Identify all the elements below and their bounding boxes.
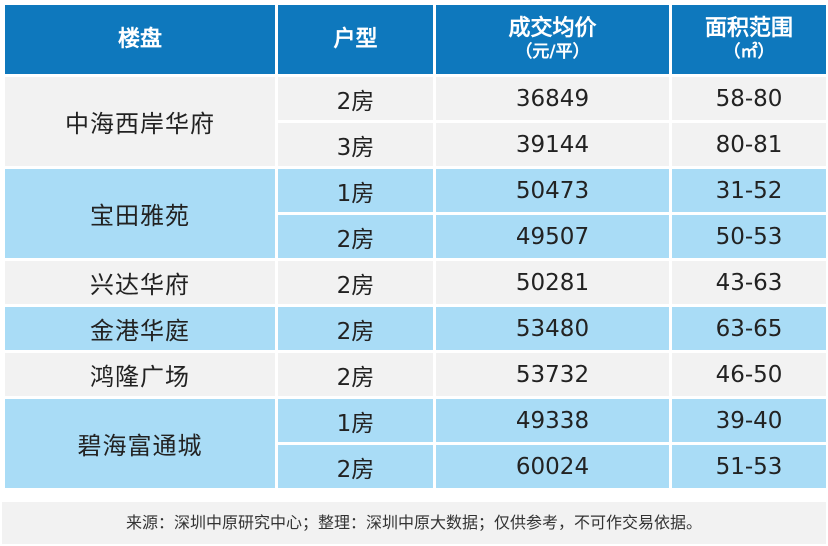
- avg-price: 49507: [436, 215, 669, 258]
- table-row: 碧海富通城 1房 49338 39-40: [5, 399, 826, 488]
- area-range: 39-40: [672, 399, 826, 442]
- property-name: 金港华庭: [5, 307, 275, 350]
- avg-price: 36849: [436, 77, 669, 120]
- unit-type: 2房: [278, 215, 433, 258]
- property-name: 兴达华府: [5, 261, 275, 304]
- table-row: 3房 39144 80-81: [5, 123, 826, 166]
- area-range: 80-81: [672, 123, 826, 166]
- source-note: 来源：深圳中原研究中心；整理：深圳中原大数据；仅供参考，不可作交易依据。: [2, 502, 826, 544]
- header-property-label: 楼盘: [117, 26, 162, 52]
- area-range: 51-53: [672, 445, 826, 488]
- property-name: 碧海富通城: [5, 399, 275, 488]
- header-avg-price-label: 成交均价: [508, 16, 597, 42]
- header-unit-type-label: 户型: [333, 26, 378, 52]
- area-range: 43-63: [672, 261, 826, 304]
- property-transaction-table: 楼盘 户型 成交均价 （元/平） 面积范围 （㎡） 中海西岸华府 2房 3684…: [2, 2, 828, 491]
- property-name: 宝田雅苑: [5, 169, 275, 258]
- table-row: 鸿隆广场 2房 53732 46-50: [5, 353, 826, 396]
- table-row: 2房 49507 50-53: [5, 215, 826, 258]
- header-property: 楼盘: [5, 5, 275, 74]
- header-avg-price-unit: （元/平）: [515, 42, 590, 63]
- header-avg-price: 成交均价 （元/平）: [436, 5, 669, 74]
- table-row: 金港华庭 2房 53480 63-65: [5, 307, 826, 350]
- table-row: 兴达华府 2房 50281 43-63: [5, 261, 826, 304]
- unit-type: 2房: [278, 353, 433, 396]
- header-unit-type: 户型: [278, 5, 433, 74]
- avg-price: 49338: [436, 399, 669, 442]
- avg-price: 53732: [436, 353, 669, 396]
- table-row: 宝田雅苑 1房 50473 31-52: [5, 169, 826, 258]
- avg-price: 50473: [436, 169, 669, 212]
- property-name: 鸿隆广场: [5, 353, 275, 396]
- avg-price: 50281: [436, 261, 669, 304]
- area-range: 63-65: [672, 307, 826, 350]
- unit-type: 2房: [278, 445, 433, 488]
- unit-type: 1房: [278, 169, 433, 212]
- avg-price: 60024: [436, 445, 669, 488]
- area-range: 31-52: [672, 169, 826, 212]
- unit-type: 2房: [278, 77, 433, 120]
- table-row: 2房 60024 51-53: [5, 445, 826, 488]
- unit-type: 3房: [278, 123, 433, 166]
- table-row: 中海西岸华府 2房 36849 58-80: [5, 77, 826, 166]
- unit-type: 2房: [278, 261, 433, 304]
- unit-type: 1房: [278, 399, 433, 442]
- avg-price: 53480: [436, 307, 669, 350]
- avg-price: 39144: [436, 123, 669, 166]
- header-area-range-unit: （㎡）: [723, 42, 775, 63]
- property-name: 中海西岸华府: [5, 77, 275, 166]
- area-range: 58-80: [672, 77, 826, 120]
- table-header-row: 楼盘 户型 成交均价 （元/平） 面积范围 （㎡）: [5, 5, 826, 74]
- unit-type: 2房: [278, 307, 433, 350]
- header-area-range-label: 面积范围: [704, 16, 793, 42]
- area-range: 50-53: [672, 215, 826, 258]
- header-area-range: 面积范围 （㎡）: [672, 5, 826, 74]
- area-range: 46-50: [672, 353, 826, 396]
